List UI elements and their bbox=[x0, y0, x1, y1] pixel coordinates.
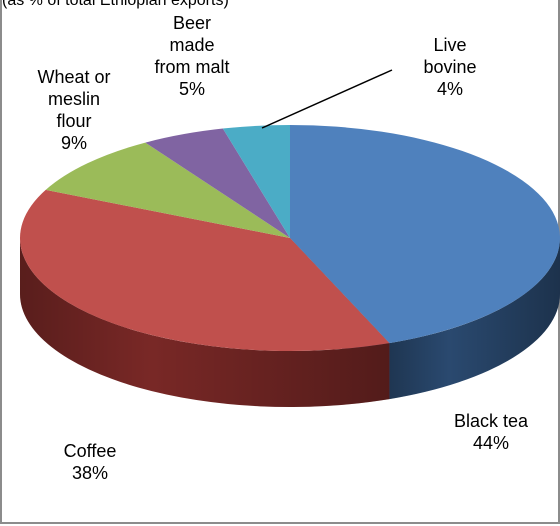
data-label-wheat-flour: Wheat or meslin flour 9% bbox=[37, 67, 111, 153]
pie-slice-live-bovine bbox=[222, 125, 290, 238]
pie-side-shade-coffee bbox=[20, 238, 390, 407]
pie-slice-beer-made-from-malt bbox=[145, 128, 290, 238]
chart-caption-fragment: (as % of total Ethiopian exports) bbox=[2, 0, 229, 9]
pie-side-shade-black-tea bbox=[389, 238, 560, 400]
data-label-beer: Beer made from malt 5% bbox=[154, 13, 230, 99]
data-label-black-tea: Black tea 44% bbox=[453, 411, 529, 453]
pie-slice-coffee bbox=[20, 189, 390, 351]
pie-slice-wheat-or-meslin-flour bbox=[45, 142, 290, 238]
data-label-live-bovine: Live bovine 4% bbox=[423, 35, 477, 99]
pie-top-layer bbox=[20, 125, 560, 351]
pie-slice-black-tea bbox=[290, 125, 560, 344]
leader-line-live-bovine bbox=[261, 69, 393, 129]
data-label-coffee: Coffee 38% bbox=[63, 441, 117, 483]
